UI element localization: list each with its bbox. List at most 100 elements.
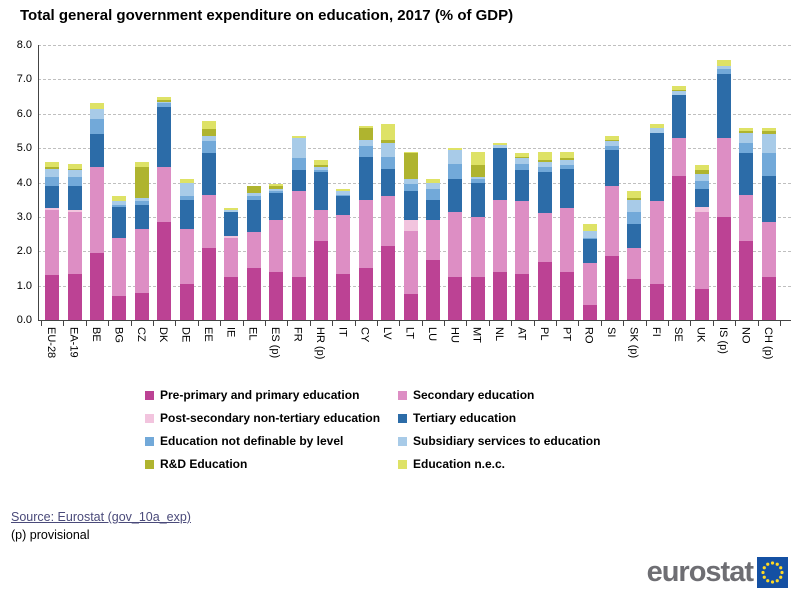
bar-segment: [739, 132, 754, 143]
legend-swatch: [145, 413, 154, 423]
bar-segment: [560, 168, 575, 209]
bar-segment: [694, 165, 709, 171]
bar-segment: [627, 211, 642, 224]
x-axis-label: PT: [560, 327, 573, 342]
bar-segment: [336, 194, 351, 197]
legend-item: Education not definable by level: [145, 432, 343, 450]
bar-segment: [157, 101, 172, 104]
x-axis-label: FR: [291, 327, 304, 342]
x-axis-label: MT: [470, 327, 483, 343]
bar-segment: [403, 230, 418, 295]
bar-segment: [89, 118, 104, 135]
bar-segment: [67, 177, 82, 186]
bar-segment: [224, 208, 239, 210]
bar-segment: [425, 220, 440, 260]
bar-segment: [537, 213, 552, 262]
bar-segment: [112, 237, 127, 296]
bar-segment: [470, 151, 485, 166]
bar-segment: [313, 170, 328, 173]
legend-item: Secondary education: [398, 386, 534, 404]
bar-segment: [694, 211, 709, 290]
y-axis-line: [38, 45, 39, 320]
gridline: [38, 45, 791, 46]
x-axis-label: BE: [89, 327, 102, 342]
x-axis-label: CY: [358, 327, 371, 343]
legend-item: Tertiary education: [398, 409, 516, 427]
bar-segment: [761, 175, 776, 223]
bar-segment: [739, 130, 754, 133]
bar-segment: [717, 216, 732, 320]
bar-segment: [403, 220, 418, 231]
bar-segment: [67, 273, 82, 320]
x-axis-label: DE: [179, 327, 192, 343]
bar-segment: [515, 201, 530, 274]
bar-segment: [582, 304, 597, 320]
x-axis-label: LV: [381, 327, 394, 340]
gridline: [38, 148, 791, 150]
y-axis-label: 2.0: [16, 245, 32, 258]
bar-segment: [605, 141, 620, 147]
bar-segment: [336, 273, 351, 320]
bar-segment: [201, 194, 216, 248]
bar-segment: [313, 210, 328, 241]
bar-segment: [67, 211, 82, 274]
bar-segment: [605, 136, 620, 140]
x-axis-label: SK (p): [627, 327, 640, 359]
bar-segment: [403, 191, 418, 221]
y-axis-label: 6.0: [16, 107, 32, 120]
bar-segment: [201, 247, 216, 320]
bar-segment: [560, 160, 575, 166]
x-axis-tick: [556, 321, 558, 326]
bar-segment: [425, 259, 440, 320]
bar-segment: [761, 134, 776, 154]
bar-segment: [627, 247, 642, 279]
bar-segment: [291, 170, 306, 192]
bar-segment: [717, 137, 732, 217]
bar-segment: [381, 168, 396, 197]
x-axis-tick: [197, 321, 199, 326]
bar-segment: [201, 141, 216, 154]
x-axis-tick: [645, 321, 647, 326]
bar-segment: [336, 196, 351, 216]
x-axis-label: LU: [425, 327, 438, 342]
x-axis-line: [38, 320, 791, 321]
bar-segment: [201, 129, 216, 137]
bar-segment: [358, 146, 373, 157]
legend-label: Pre-primary and primary education: [160, 388, 360, 402]
x-axis-label: ES (p): [269, 327, 282, 359]
bar-segment: [112, 201, 127, 205]
bar-segment: [403, 153, 418, 180]
x-axis-tick: [354, 321, 356, 326]
bar-segment: [45, 177, 60, 186]
y-axis-label: 4.0: [16, 176, 32, 189]
x-axis-label: NO: [739, 327, 752, 344]
bar-segment: [246, 268, 261, 320]
bar-segment: [291, 191, 306, 278]
legend-label: Secondary education: [413, 388, 535, 402]
bar-segment: [134, 161, 149, 168]
source-link[interactable]: Source: Eurostat (gov_10a_exp): [11, 510, 191, 524]
bar-segment: [537, 160, 552, 162]
legend: Pre-primary and primary education Seconda…: [145, 386, 675, 481]
x-axis-tick: [444, 321, 446, 326]
bar-segment: [649, 127, 664, 133]
x-axis-label: SI: [605, 327, 618, 338]
bar-segment: [672, 86, 687, 90]
bar-segment: [739, 240, 754, 320]
bar-segment: [537, 261, 552, 320]
bar-segment: [112, 204, 127, 207]
legend-swatch: [145, 436, 154, 446]
y-axis-label: 5.0: [16, 142, 32, 155]
bar-segment: [582, 263, 597, 305]
bar-segment: [515, 170, 530, 202]
x-axis-label: BG: [112, 327, 125, 343]
bar-segment: [739, 153, 754, 195]
x-axis-label: SE: [672, 327, 685, 342]
bar-segment: [89, 134, 104, 168]
bar-segment: [515, 158, 530, 164]
x-axis-label: LT: [403, 327, 416, 340]
bar-segment: [246, 192, 261, 197]
bar-segment: [425, 179, 440, 183]
x-axis-tick: [376, 321, 378, 326]
